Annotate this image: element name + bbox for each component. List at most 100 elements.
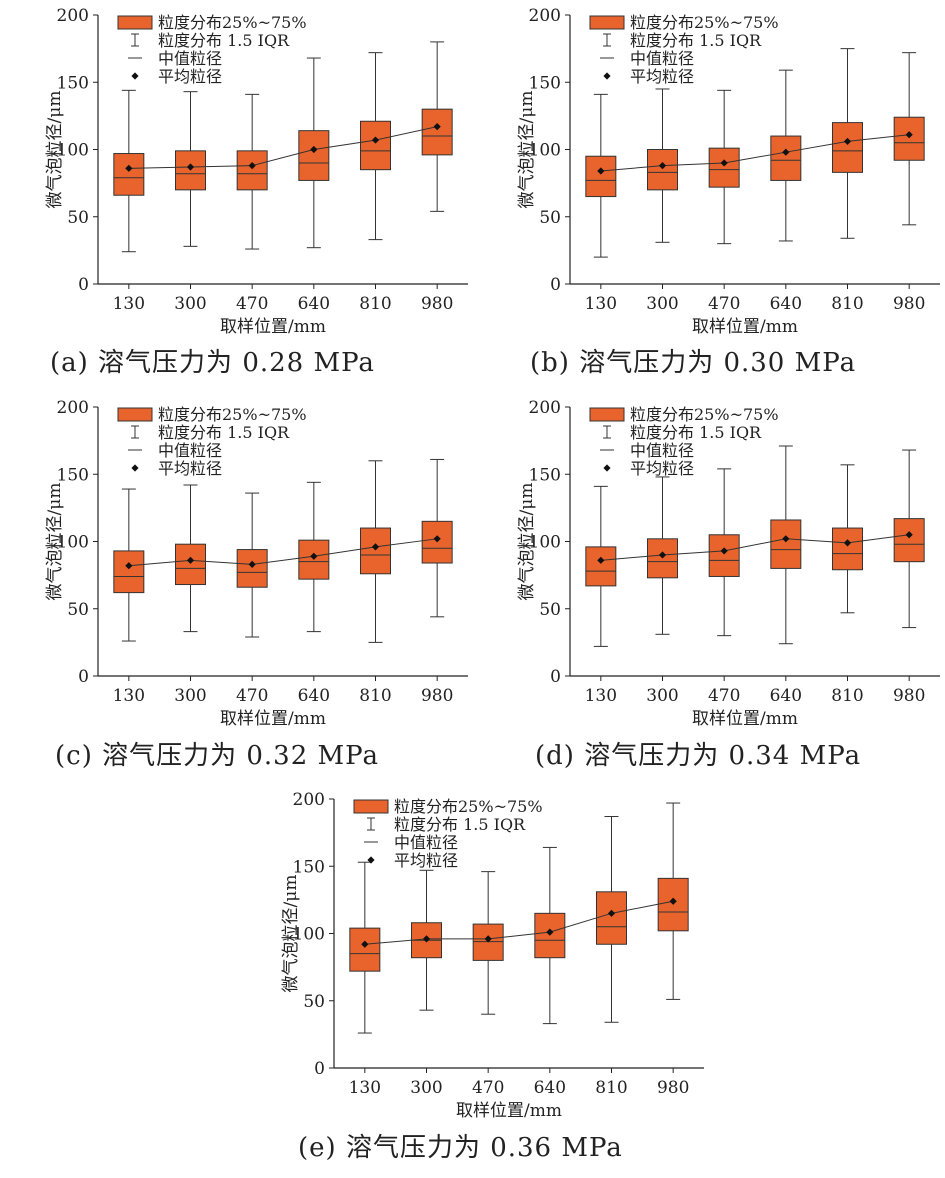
box-980 [893, 449, 925, 629]
legend-label: 粒度分布25%~75% [394, 797, 543, 816]
mean-marker [546, 928, 554, 936]
mean-line [128, 538, 438, 567]
y-tick-label: 0 [78, 275, 89, 295]
x-tick-label: 980 [657, 1078, 689, 1098]
box-300 [175, 484, 206, 633]
box-470 [236, 492, 268, 638]
box-810 [832, 464, 863, 614]
box-470 [708, 468, 740, 637]
mean-marker [186, 163, 195, 171]
x-tick-label: 640 [298, 294, 330, 314]
x-tick-label: 130 [113, 294, 145, 314]
mean-marker [782, 148, 790, 156]
legend-swatch-mean [603, 72, 611, 80]
legend-label: 平均粒径 [158, 67, 222, 86]
chart-a-svg: 0 50 100 150 200 130 300 470 640 810 980 取样位置/mm 微气泡… [45, 6, 468, 337]
legend-swatch-mean [367, 856, 375, 864]
x-axis-label: 取样位置/mm [220, 709, 326, 729]
y-axis-label: 微气泡粒径/μm [281, 875, 301, 993]
box-130 [585, 485, 617, 647]
x-tick-label: 470 [472, 1078, 504, 1098]
mean-marker [248, 560, 256, 568]
box-iqr [893, 116, 925, 161]
box-130 [113, 488, 145, 642]
legend-label: 平均粒径 [630, 67, 694, 86]
legend-label: 中值粒径 [158, 441, 222, 460]
legend-label: 粒度分布25%~75% [158, 405, 307, 424]
y-tick-label: 100 [57, 533, 89, 553]
x-tick-label: 300 [410, 1078, 442, 1098]
y-tick-label: 50 [67, 600, 89, 620]
y-tick-label: 200 [57, 6, 89, 26]
y-tick-label: 150 [529, 465, 561, 485]
x-axis-label: 取样位置/mm [692, 709, 798, 729]
x-tick-label: 810 [831, 686, 863, 706]
x-tick-label: 640 [298, 686, 330, 706]
caption-c: (c) 溶气压力为 0.32 MPa [55, 741, 379, 771]
mean-marker [905, 131, 913, 139]
box-640 [298, 57, 330, 249]
mean-marker [371, 136, 380, 144]
box-iqr [708, 534, 740, 577]
legend-swatch-box [117, 15, 153, 30]
x-tick-label: 810 [831, 294, 863, 314]
x-tick-label: 130 [113, 686, 145, 706]
box-810 [360, 460, 391, 643]
x-tick-label: 130 [349, 1078, 381, 1098]
box-980 [421, 458, 453, 618]
box-iqr [770, 519, 802, 569]
x-tick-label: 640 [770, 294, 802, 314]
x-tick-label: 980 [893, 294, 925, 314]
box-iqr [596, 891, 627, 945]
mean-marker [422, 935, 431, 943]
x-tick-label: 810 [595, 1078, 627, 1098]
box-iqr [708, 147, 740, 188]
box-130 [585, 93, 617, 258]
y-tick-label: 200 [529, 6, 561, 26]
chart-c-svg: 0 50 100 150 200 130 300 470 640 810 980 取样位置/mm 微气泡… [45, 398, 468, 729]
mean-line [364, 900, 674, 945]
legend-swatch-mean [603, 464, 611, 472]
box-980 [421, 41, 453, 212]
box-130 [113, 89, 145, 253]
x-tick-label: 640 [770, 686, 802, 706]
box-130 [349, 861, 381, 1034]
x-tick-label: 470 [236, 294, 268, 314]
x-tick-label: 470 [708, 686, 740, 706]
box-iqr [298, 130, 330, 181]
legend-swatch-mean [131, 72, 139, 80]
caption-a: (a) 溶气压力为 0.28 MPa [50, 348, 375, 378]
legend-label: 中值粒径 [630, 441, 694, 460]
box-iqr [585, 155, 617, 198]
chart-panel-d: 0 50 100 150 200 130 300 470 640 810 980 取样位置/mm 微气泡… [472, 392, 944, 732]
x-tick-label: 300 [646, 686, 678, 706]
x-tick-label: 810 [359, 294, 391, 314]
y-tick-label: 50 [303, 992, 325, 1012]
chart-panel-e: 0 50 100 150 200 130 300 470 640 810 980 取样位置/mm 微气泡… [236, 784, 708, 1124]
chart-b-svg: 0 50 100 150 200 130 300 470 640 810 980 取样位置/mm 微气泡… [517, 6, 940, 337]
box-640 [770, 69, 802, 242]
y-tick-label: 0 [314, 1059, 325, 1079]
y-tick-label: 200 [293, 790, 325, 810]
y-tick-label: 50 [539, 600, 561, 620]
mean-line [600, 134, 910, 172]
chart-e-svg: 0 50 100 150 200 130 300 470 640 810 980 取样位置/mm 微气泡… [281, 790, 704, 1121]
box-iqr [770, 135, 802, 181]
box-810 [360, 52, 391, 241]
mean-line [600, 534, 910, 561]
mean-marker [371, 543, 380, 551]
y-axis-label: 微气泡粒径/μm [517, 91, 537, 209]
mean-marker [125, 164, 133, 172]
legend-label: 粒度分布 1.5 IQR [630, 423, 762, 442]
legend-label: 中值粒径 [158, 49, 222, 68]
box-iqr [893, 518, 925, 563]
mean-marker [433, 123, 441, 131]
x-tick-label: 470 [708, 294, 740, 314]
x-tick-label: 640 [534, 1078, 566, 1098]
box-iqr [113, 153, 145, 196]
mean-marker [248, 162, 256, 170]
box-iqr [175, 543, 206, 586]
mean-marker [843, 539, 852, 547]
